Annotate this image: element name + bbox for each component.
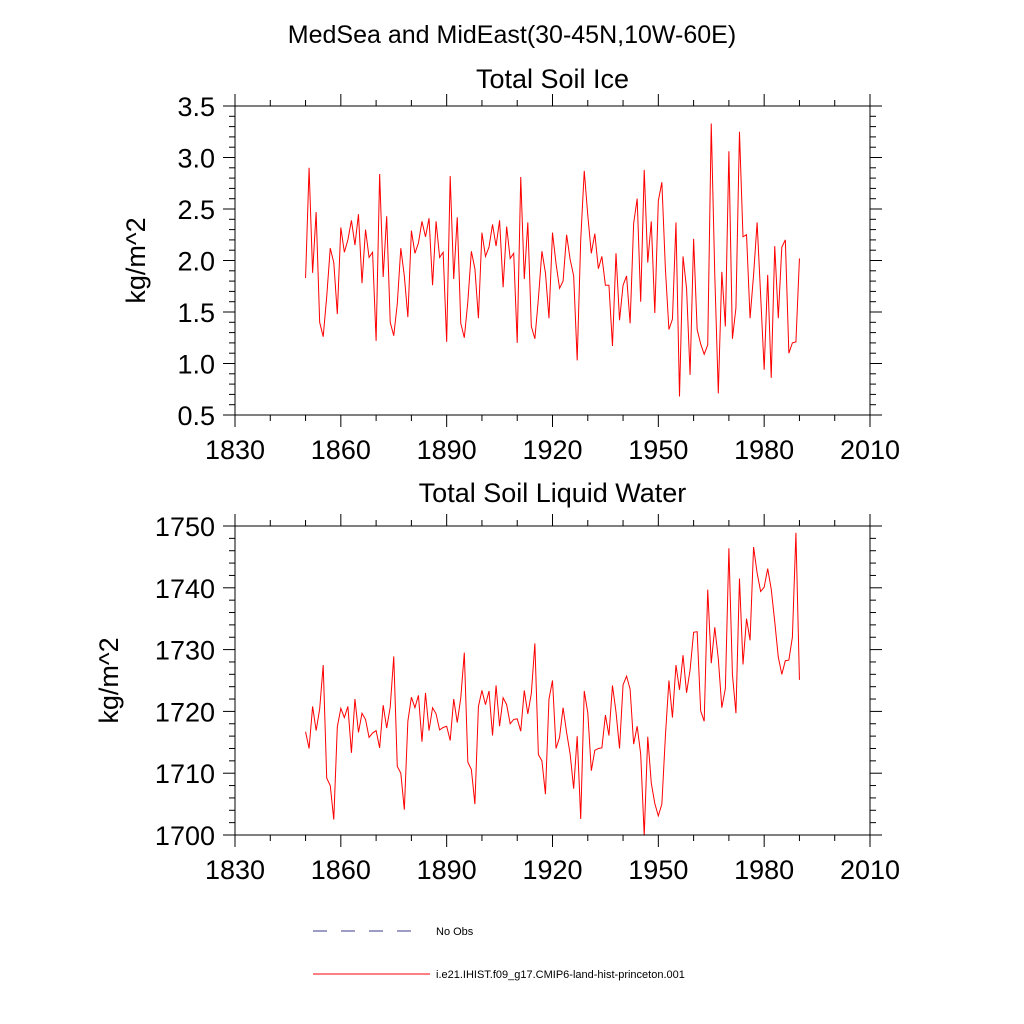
y-tick-label: 3.0 [177,144,215,174]
x-tick-label: 1830 [205,855,265,885]
panel-title: Total Soil Ice [476,64,629,94]
x-tick-label: 1980 [734,855,794,885]
y-tick-label: 1750 [155,512,215,542]
x-tick-label: 1950 [628,855,688,885]
y-tick-label: 2.5 [177,195,215,225]
x-tick-label: 2010 [840,435,900,465]
y-tick-label: 2.0 [177,247,215,277]
x-tick-label: 1950 [628,435,688,465]
x-tick-label: 1980 [734,435,794,465]
y-tick-label: 1.0 [177,350,215,380]
y-tick-label: 1710 [155,759,215,789]
chart-total-soil-ice: Total Soil Ice kg/m^2 1830 1860 1890 1920 1950… [121,64,900,465]
x-tick-label: 1860 [311,855,371,885]
x-tick-label: 2010 [840,855,900,885]
y-tick-label: 1740 [155,574,215,604]
series-line [305,532,800,836]
y-tick-label: 3.5 [177,92,215,122]
x-tick-label: 1890 [417,435,477,465]
y-tick-label: 1730 [155,636,215,666]
y-tick-label: 1700 [155,821,215,851]
y-axis-label: kg/m^2 [94,637,124,723]
panel-title: Total Soil Liquid Water [419,478,687,508]
series-line [305,123,800,397]
x-tick-label: 1830 [205,435,265,465]
x-tick-label: 1890 [417,855,477,885]
x-tick-label: 1920 [522,435,582,465]
legend-label-model-run: i.e21.IHIST.f09_g17.CMIP6-land-hist-prin… [436,969,685,981]
x-tick-label: 1920 [522,855,582,885]
y-tick-label: 0.5 [177,401,215,431]
legend: No Obs i.e21.IHIST.f09_g17.CMIP6-land-hi… [313,926,685,981]
legend-label-no-obs: No Obs [436,926,474,938]
y-tick-label: 1.5 [177,298,215,328]
y-axis-label: kg/m^2 [121,217,151,303]
x-tick-label: 1860 [311,435,371,465]
figure-title: MedSea and MidEast(30-45N,10W-60E) [288,21,736,49]
chart-total-soil-liquid-water: Total Soil Liquid Water kg/m^2 1830 1860 189… [94,478,900,885]
y-tick-label: 1720 [155,697,215,727]
